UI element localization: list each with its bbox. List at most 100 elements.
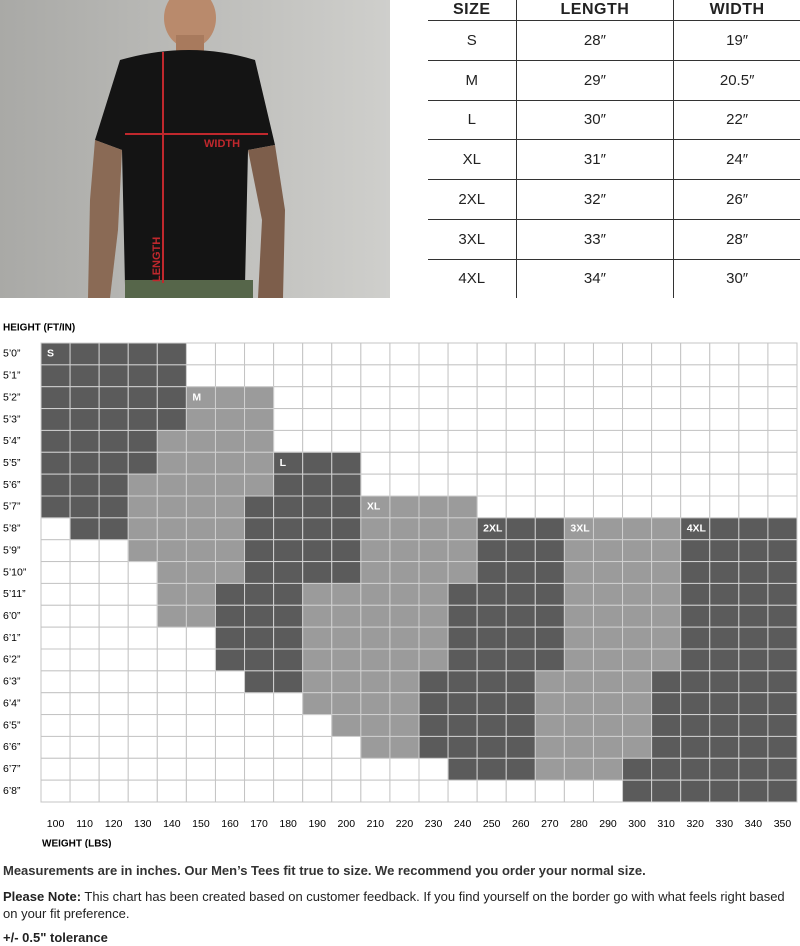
size-region-cell xyxy=(563,604,594,628)
size-region-cell xyxy=(505,539,536,563)
size-region-cell xyxy=(767,626,798,650)
grid-cell xyxy=(709,429,740,453)
size-region-cell xyxy=(680,648,711,672)
grid-cell xyxy=(389,451,420,475)
grid-cell xyxy=(447,364,478,388)
region-label: L xyxy=(280,457,287,469)
grid-cell xyxy=(389,386,420,410)
size-region-cell xyxy=(273,626,304,650)
size-row: 3XL 33″ 28″ xyxy=(428,219,800,260)
grid-cell xyxy=(302,342,333,366)
size-region-cell xyxy=(534,670,565,694)
weight-label: 160 xyxy=(221,818,239,830)
size-region-cell xyxy=(476,735,507,759)
height-label: 5’8” xyxy=(3,523,21,535)
size-cell: 24″ xyxy=(673,139,800,181)
size-region-cell xyxy=(534,714,565,737)
size-region-cell xyxy=(98,451,129,475)
grid-cell xyxy=(331,735,362,759)
size-region-cell xyxy=(127,517,158,541)
grid-cell xyxy=(40,670,71,694)
size-region-cell xyxy=(680,670,711,694)
size-region-cell xyxy=(505,582,536,606)
size-region-cell xyxy=(214,561,246,584)
grid-cell xyxy=(418,779,449,803)
size-region-cell xyxy=(592,604,624,628)
grid-cell xyxy=(98,735,129,759)
size-region-cell xyxy=(69,429,100,453)
grid-cell xyxy=(69,670,100,694)
grid-cell xyxy=(244,342,275,366)
grid-cell xyxy=(767,386,798,410)
size-region-cell xyxy=(185,473,216,497)
size-region-cell xyxy=(127,342,158,366)
size-region-cell xyxy=(156,495,187,519)
grid-cell xyxy=(418,386,449,410)
size-region-cell xyxy=(98,495,129,519)
size-region-cell xyxy=(738,757,769,781)
size-region-cell xyxy=(331,582,362,606)
grid-cell xyxy=(563,429,594,453)
grid-cell xyxy=(563,342,594,366)
size-region-cell xyxy=(360,582,391,606)
height-label: 5’6” xyxy=(3,479,21,491)
grid-cell xyxy=(447,451,478,475)
size-region-cell xyxy=(592,561,624,584)
grid-cell xyxy=(40,779,71,803)
size-region-cell xyxy=(534,539,565,563)
size-region-cell xyxy=(622,757,653,781)
height-label: 6’3” xyxy=(3,676,21,688)
grid-cell xyxy=(738,386,769,410)
grid-cell xyxy=(360,342,391,366)
height-label: 6’1” xyxy=(3,632,21,644)
grid-cell xyxy=(69,626,100,650)
size-row: S 28″ 19″ xyxy=(428,20,800,61)
size-region-cell xyxy=(127,408,158,431)
size-region-cell xyxy=(214,604,246,628)
grid-cell xyxy=(40,539,71,563)
size-region-cell xyxy=(767,648,798,672)
grid-cell xyxy=(40,648,71,672)
size-region-cell xyxy=(244,451,275,475)
size-region-cell xyxy=(214,473,246,497)
grid-cell xyxy=(505,429,536,453)
size-region-cell xyxy=(680,692,711,716)
grid-cell xyxy=(534,473,565,497)
size-region-cell xyxy=(622,779,653,803)
size-region-cell xyxy=(302,582,333,606)
size-region-cell xyxy=(534,582,565,606)
height-label: 5’5” xyxy=(3,457,21,469)
size-region-cell xyxy=(273,473,304,497)
size-region-cell xyxy=(331,714,362,737)
grid-cell xyxy=(418,451,449,475)
size-region-cell xyxy=(273,604,304,628)
size-region-cell xyxy=(98,364,129,388)
grid-cell xyxy=(389,779,420,803)
size-region-cell xyxy=(447,604,478,628)
size-region-cell xyxy=(709,670,740,694)
size-region-cell xyxy=(360,648,391,672)
grid-cell xyxy=(98,626,129,650)
grid-cell xyxy=(156,779,187,803)
size-region-cell xyxy=(389,692,420,716)
size-region-cell xyxy=(69,408,100,431)
grid-cell xyxy=(331,779,362,803)
grid-cell xyxy=(273,779,304,803)
size-region-cell xyxy=(767,714,798,737)
size-region-cell xyxy=(214,517,246,541)
region-label: 2XL xyxy=(483,523,503,535)
size-region-cell xyxy=(447,714,478,737)
size-region-cell xyxy=(534,757,565,781)
size-region-cell xyxy=(622,517,653,541)
size-region-cell xyxy=(476,604,507,628)
size-region-cell xyxy=(534,561,565,584)
size-region-cell xyxy=(40,473,71,497)
grid-cell xyxy=(447,779,478,803)
size-region-cell xyxy=(40,408,71,431)
weight-label: 210 xyxy=(367,818,385,830)
size-region-cell xyxy=(447,735,478,759)
size-region-cell xyxy=(69,451,100,475)
grid-cell xyxy=(592,364,624,388)
size-region-cell xyxy=(447,670,478,694)
size-region-cell xyxy=(156,342,187,366)
